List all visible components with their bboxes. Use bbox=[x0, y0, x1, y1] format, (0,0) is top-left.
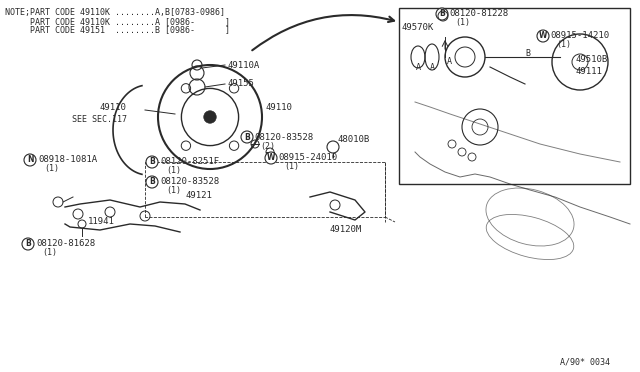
Text: (1): (1) bbox=[166, 186, 181, 196]
Text: 49110A: 49110A bbox=[227, 61, 259, 70]
Text: 08120-81628: 08120-81628 bbox=[36, 240, 95, 248]
Text: B: B bbox=[149, 177, 155, 186]
Text: A: A bbox=[447, 58, 451, 67]
Text: 49120M: 49120M bbox=[330, 225, 362, 234]
Text: PART CODE 49151  ........B [0986-      ]: PART CODE 49151 ........B [0986- ] bbox=[5, 25, 230, 34]
Text: 11941: 11941 bbox=[88, 218, 115, 227]
Text: W: W bbox=[267, 154, 275, 163]
Text: 49110: 49110 bbox=[100, 103, 127, 112]
Text: B: B bbox=[439, 10, 445, 19]
Text: N: N bbox=[27, 155, 33, 164]
Text: 08120-83528: 08120-83528 bbox=[160, 177, 219, 186]
Text: 49570K: 49570K bbox=[402, 23, 435, 32]
Text: (1): (1) bbox=[166, 167, 181, 176]
Text: 49110: 49110 bbox=[265, 103, 292, 112]
Text: PART CODE 49110K ........A [0986-      ]: PART CODE 49110K ........A [0986- ] bbox=[5, 17, 230, 26]
Text: A/90* 0034: A/90* 0034 bbox=[560, 357, 610, 366]
Text: W: W bbox=[539, 32, 547, 41]
Circle shape bbox=[204, 111, 216, 123]
Text: 49121: 49121 bbox=[185, 190, 212, 199]
Circle shape bbox=[537, 30, 549, 42]
Text: B: B bbox=[244, 132, 250, 141]
Text: 49510B: 49510B bbox=[575, 55, 607, 64]
Text: (1): (1) bbox=[284, 163, 299, 171]
Text: 49111: 49111 bbox=[575, 67, 602, 77]
Text: B: B bbox=[149, 157, 155, 167]
Text: SEE SEC.117: SEE SEC.117 bbox=[72, 115, 127, 125]
Text: (1): (1) bbox=[42, 248, 57, 257]
Text: 08120-81228: 08120-81228 bbox=[449, 10, 508, 19]
Text: (1): (1) bbox=[455, 19, 470, 28]
Circle shape bbox=[24, 154, 36, 166]
Text: B: B bbox=[525, 49, 531, 58]
Text: 08120-83528: 08120-83528 bbox=[254, 132, 313, 141]
Circle shape bbox=[265, 152, 277, 164]
Text: B: B bbox=[25, 240, 31, 248]
Text: 08915-24010: 08915-24010 bbox=[278, 154, 337, 163]
Bar bbox=[399, 8, 630, 184]
Text: 08120-8251F: 08120-8251F bbox=[160, 157, 219, 167]
Text: (2): (2) bbox=[260, 141, 275, 151]
Text: 08915-14210: 08915-14210 bbox=[550, 32, 609, 41]
Text: (1): (1) bbox=[556, 41, 571, 49]
Circle shape bbox=[146, 176, 158, 188]
Text: (1): (1) bbox=[44, 164, 59, 173]
Circle shape bbox=[241, 131, 253, 143]
Circle shape bbox=[146, 156, 158, 168]
Circle shape bbox=[436, 8, 448, 20]
Text: 08918-1081A: 08918-1081A bbox=[38, 155, 97, 164]
Circle shape bbox=[22, 238, 34, 250]
Text: A: A bbox=[415, 62, 420, 71]
Text: NOTE;PART CODE 49110K ........A,B[0783-0986]: NOTE;PART CODE 49110K ........A,B[0783-0… bbox=[5, 8, 225, 17]
Text: 49155: 49155 bbox=[227, 80, 254, 89]
Text: A: A bbox=[429, 62, 435, 71]
Text: 48010B: 48010B bbox=[338, 135, 371, 144]
